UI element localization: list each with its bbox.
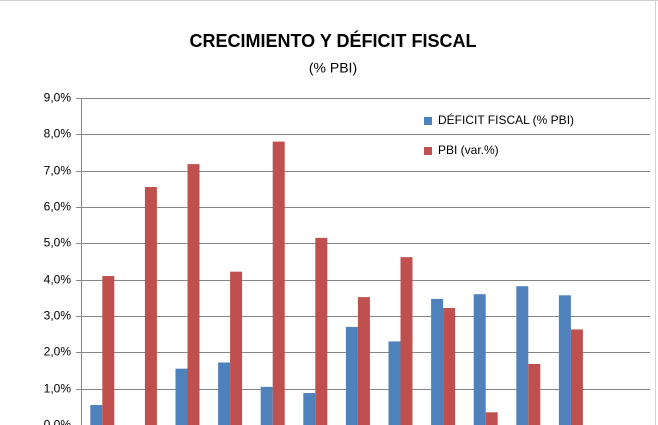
bar: [516, 286, 529, 425]
bar: [528, 363, 541, 425]
bar: [315, 237, 328, 425]
bar: [187, 164, 200, 425]
chart-title: CRECIMIENTO Y DÉFICIT FISCAL: [189, 30, 476, 51]
bar: [357, 297, 370, 425]
y-tick-label: 9,0%: [44, 91, 72, 105]
y-tick-label: 0,0%: [44, 418, 72, 425]
y-tick-label: 5,0%: [44, 236, 72, 250]
bar: [570, 329, 583, 425]
legend-swatch: [424, 147, 432, 155]
legend-label: DÉFICIT FISCAL (% PBI): [438, 112, 574, 127]
bar: [431, 298, 444, 425]
legend-label: PBI (var.%): [438, 143, 499, 157]
bar: [303, 393, 316, 425]
y-tick-label: 4,0%: [44, 273, 72, 287]
bar: [443, 308, 456, 425]
bar: [218, 362, 231, 425]
legend-swatch: [424, 117, 432, 125]
bar: [144, 187, 157, 425]
y-tick-label: 2,0%: [44, 345, 72, 359]
chart-subtitle: (% PBI): [309, 60, 357, 76]
bar: [175, 368, 188, 425]
bar: [272, 141, 285, 425]
bar: [260, 386, 273, 425]
bar: [90, 405, 103, 425]
bar: [485, 412, 498, 425]
bar: [102, 276, 115, 425]
bar: [558, 295, 571, 425]
bar: [388, 341, 401, 425]
bar: [230, 271, 243, 425]
y-tick-label: 8,0%: [44, 127, 72, 141]
y-tick-label: 7,0%: [44, 164, 72, 178]
bar: [473, 294, 486, 425]
bar: [400, 257, 413, 425]
bar: [345, 326, 358, 425]
y-tick-label: 6,0%: [44, 200, 72, 214]
y-tick-label: 1,0%: [44, 382, 72, 396]
y-tick-label: 3,0%: [44, 309, 72, 323]
